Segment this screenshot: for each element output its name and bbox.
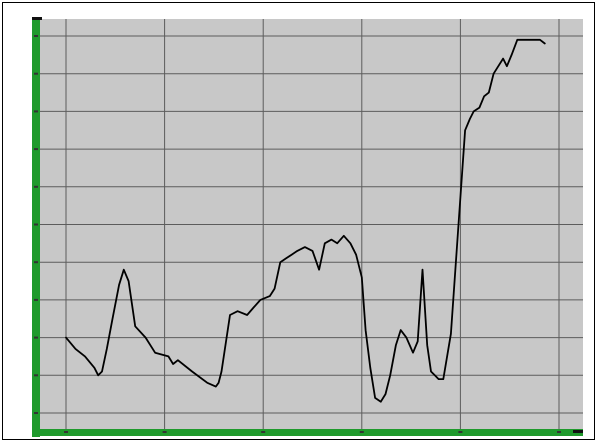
series-layer [65, 38, 546, 403]
series-line [65, 38, 546, 403]
y-tick-mark [34, 35, 38, 37]
x-tick-mark [557, 431, 561, 433]
y-tick-mark [34, 336, 38, 339]
y-tick-mark [34, 72, 38, 75]
y-tick-mark [34, 185, 38, 188]
y-axis-bar [32, 19, 40, 437]
y-tick-mark [34, 110, 38, 113]
y-axis-cap [32, 17, 42, 20]
x-tick-mark [64, 431, 68, 433]
y-tick-mark [34, 298, 38, 301]
y-tick-mark [34, 374, 38, 377]
x-axis-bar [32, 429, 583, 436]
grid [40, 19, 583, 429]
chart-frame [2, 2, 595, 440]
x-tick-mark [359, 431, 364, 433]
x-axis-cap [573, 430, 583, 433]
line-chart [32, 17, 583, 437]
y-tick-mark [34, 148, 38, 151]
y-tick-mark [34, 412, 38, 414]
axes [32, 17, 583, 437]
y-tick-mark [34, 223, 38, 226]
x-tick-mark [162, 431, 167, 433]
x-tick-mark [458, 431, 463, 433]
x-tick-mark [261, 431, 266, 433]
y-tick-mark [34, 261, 38, 264]
